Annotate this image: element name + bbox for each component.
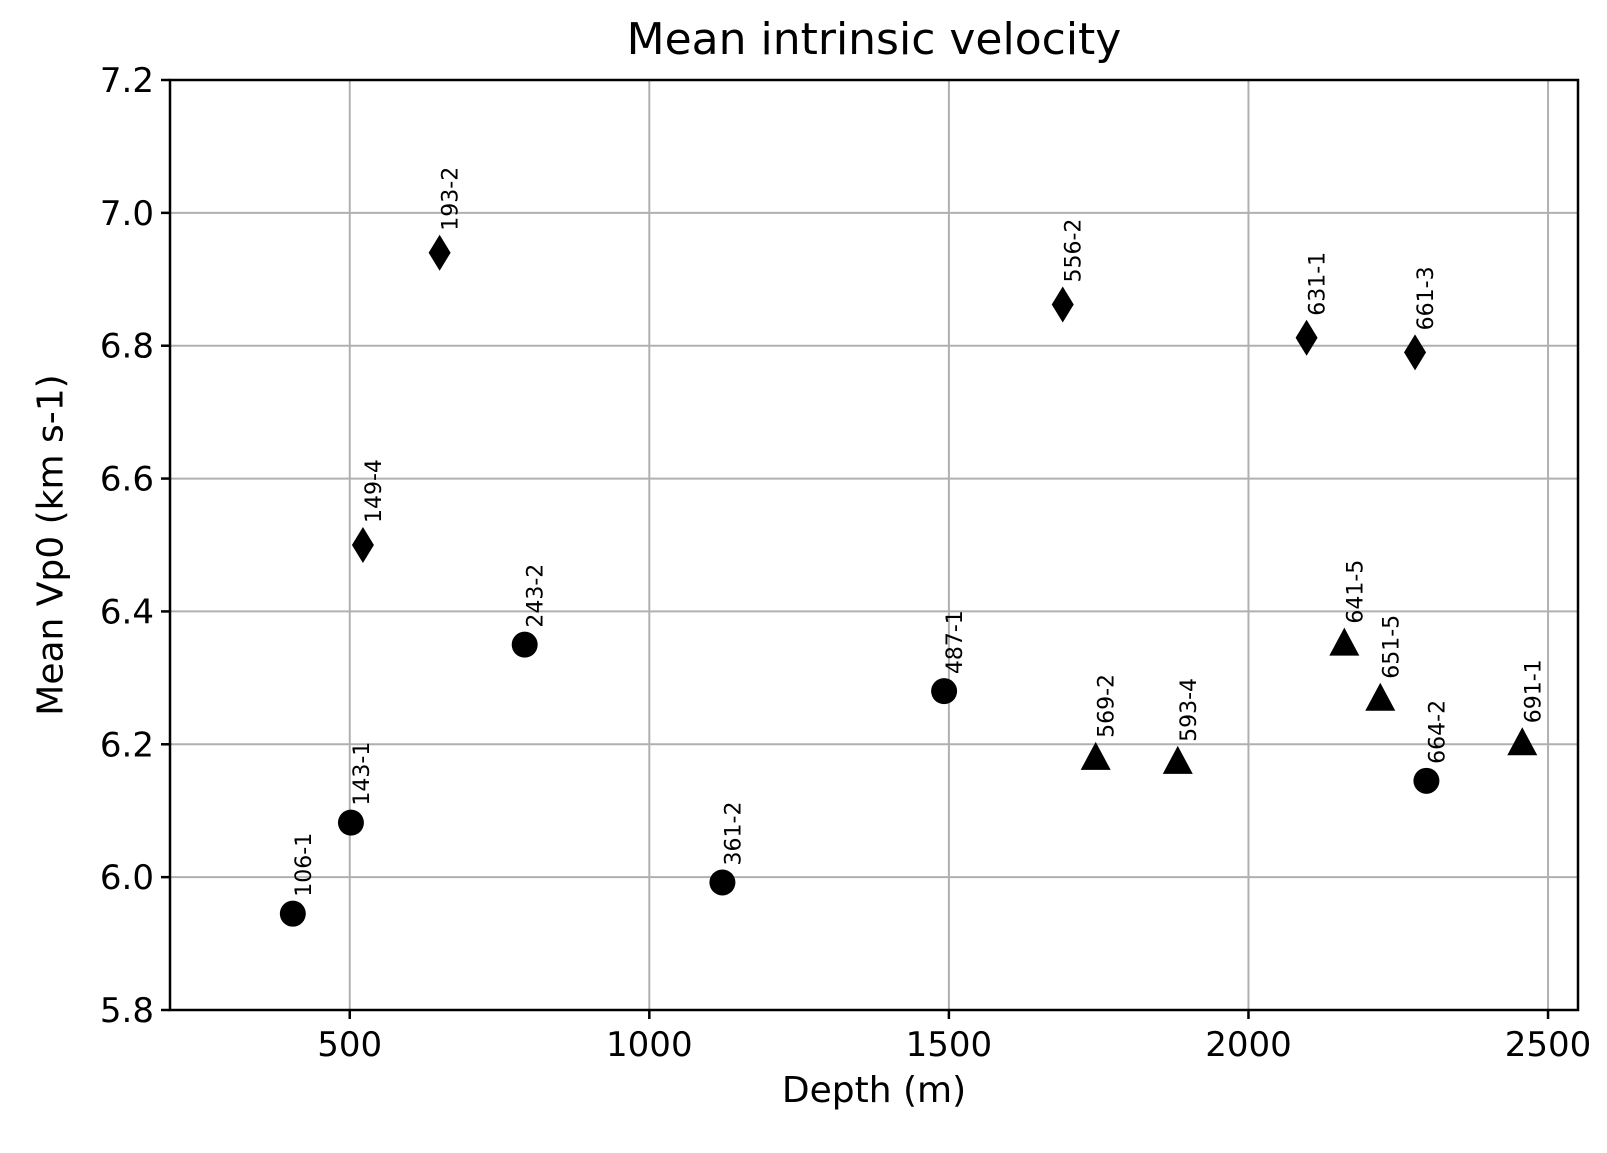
ticks-layer: 500 1000 1500 2000 2500 5.8 6.0 6.2 6.4 6.6 6.8 7.0… xyxy=(100,61,1591,1065)
circle-marker xyxy=(709,869,736,896)
y-tick-label: 6.8 xyxy=(100,327,154,367)
chart-title: Mean intrinsic velocity xyxy=(627,14,1122,65)
point-label: 641-5 xyxy=(1343,560,1368,624)
x-tick-label: 500 xyxy=(317,1025,382,1065)
point-label: 569-2 xyxy=(1095,674,1120,738)
diamond-marker xyxy=(1051,286,1074,323)
x-tick-label: 1500 xyxy=(906,1025,993,1065)
point-label: 106-1 xyxy=(292,833,317,897)
diamond-marker xyxy=(351,527,374,563)
points-layer: 106-1 143-1 149-4 193-2 243-2 361-2 487-1 556-2… xyxy=(279,167,1546,927)
y-tick-label: 6.6 xyxy=(100,460,154,500)
triangle-marker xyxy=(1329,627,1360,656)
data-point-487-1: 487-1 xyxy=(931,610,968,705)
circle-marker xyxy=(279,900,306,927)
data-point-243-2: 243-2 xyxy=(511,564,549,658)
triangle-marker xyxy=(1507,727,1538,756)
x-tick-label: 1000 xyxy=(606,1025,693,1065)
triangle-marker xyxy=(1162,745,1193,774)
data-point-556-2: 556-2 xyxy=(1051,219,1087,323)
point-label: 193-2 xyxy=(439,167,464,231)
grid-layer xyxy=(170,79,1578,1011)
point-label: 651-5 xyxy=(1379,615,1404,679)
y-tick-label: 6.0 xyxy=(100,858,154,898)
diamond-marker xyxy=(1404,334,1427,371)
circle-marker xyxy=(1413,767,1440,794)
y-tick-label: 5.8 xyxy=(100,991,154,1031)
circle-marker xyxy=(511,631,538,658)
data-point-569-2: 569-2 xyxy=(1080,674,1120,770)
point-label: 664-2 xyxy=(1425,700,1450,764)
x-axis-label: Depth (m) xyxy=(782,1070,966,1111)
data-point-149-4: 149-4 xyxy=(351,459,387,563)
data-point-651-5: 651-5 xyxy=(1365,615,1404,711)
circle-marker xyxy=(337,809,364,836)
point-label: 149-4 xyxy=(362,459,387,523)
point-label: 487-1 xyxy=(943,610,968,674)
circle-marker xyxy=(931,678,958,705)
data-point-361-2: 361-2 xyxy=(709,802,746,896)
x-tick-label: 2500 xyxy=(1505,1025,1592,1065)
y-tick-label: 7.2 xyxy=(100,61,154,101)
data-point-143-1: 143-1 xyxy=(337,742,375,836)
triangle-marker xyxy=(1080,741,1111,770)
point-label: 691-1 xyxy=(1521,659,1546,723)
data-point-641-5: 641-5 xyxy=(1329,560,1368,656)
point-label: 593-4 xyxy=(1177,678,1202,742)
data-point-593-4: 593-4 xyxy=(1162,678,1202,774)
data-point-661-3: 661-3 xyxy=(1404,266,1439,371)
y-tick-label: 7.0 xyxy=(100,194,154,234)
x-tick-label: 2000 xyxy=(1205,1025,1292,1065)
triangle-marker xyxy=(1365,682,1396,711)
point-label: 143-1 xyxy=(350,742,375,806)
point-label: 556-2 xyxy=(1062,219,1087,283)
data-point-631-1: 631-1 xyxy=(1295,252,1331,356)
point-label: 361-2 xyxy=(721,802,746,866)
point-label: 661-3 xyxy=(1414,266,1439,330)
data-point-193-2: 193-2 xyxy=(428,167,464,271)
y-tick-label: 6.2 xyxy=(100,725,154,765)
y-tick-label: 6.4 xyxy=(100,592,154,632)
point-label: 243-2 xyxy=(524,564,549,628)
plot-frame xyxy=(168,78,1580,1012)
data-point-106-1: 106-1 xyxy=(279,833,317,927)
y-axis-label: Mean Vp0 (km s-1) xyxy=(31,374,72,715)
point-label: 631-1 xyxy=(1306,252,1331,316)
diamond-marker xyxy=(428,234,451,271)
diamond-marker xyxy=(1295,319,1318,356)
data-point-664-2: 664-2 xyxy=(1413,700,1450,794)
data-point-691-1: 691-1 xyxy=(1507,659,1546,756)
